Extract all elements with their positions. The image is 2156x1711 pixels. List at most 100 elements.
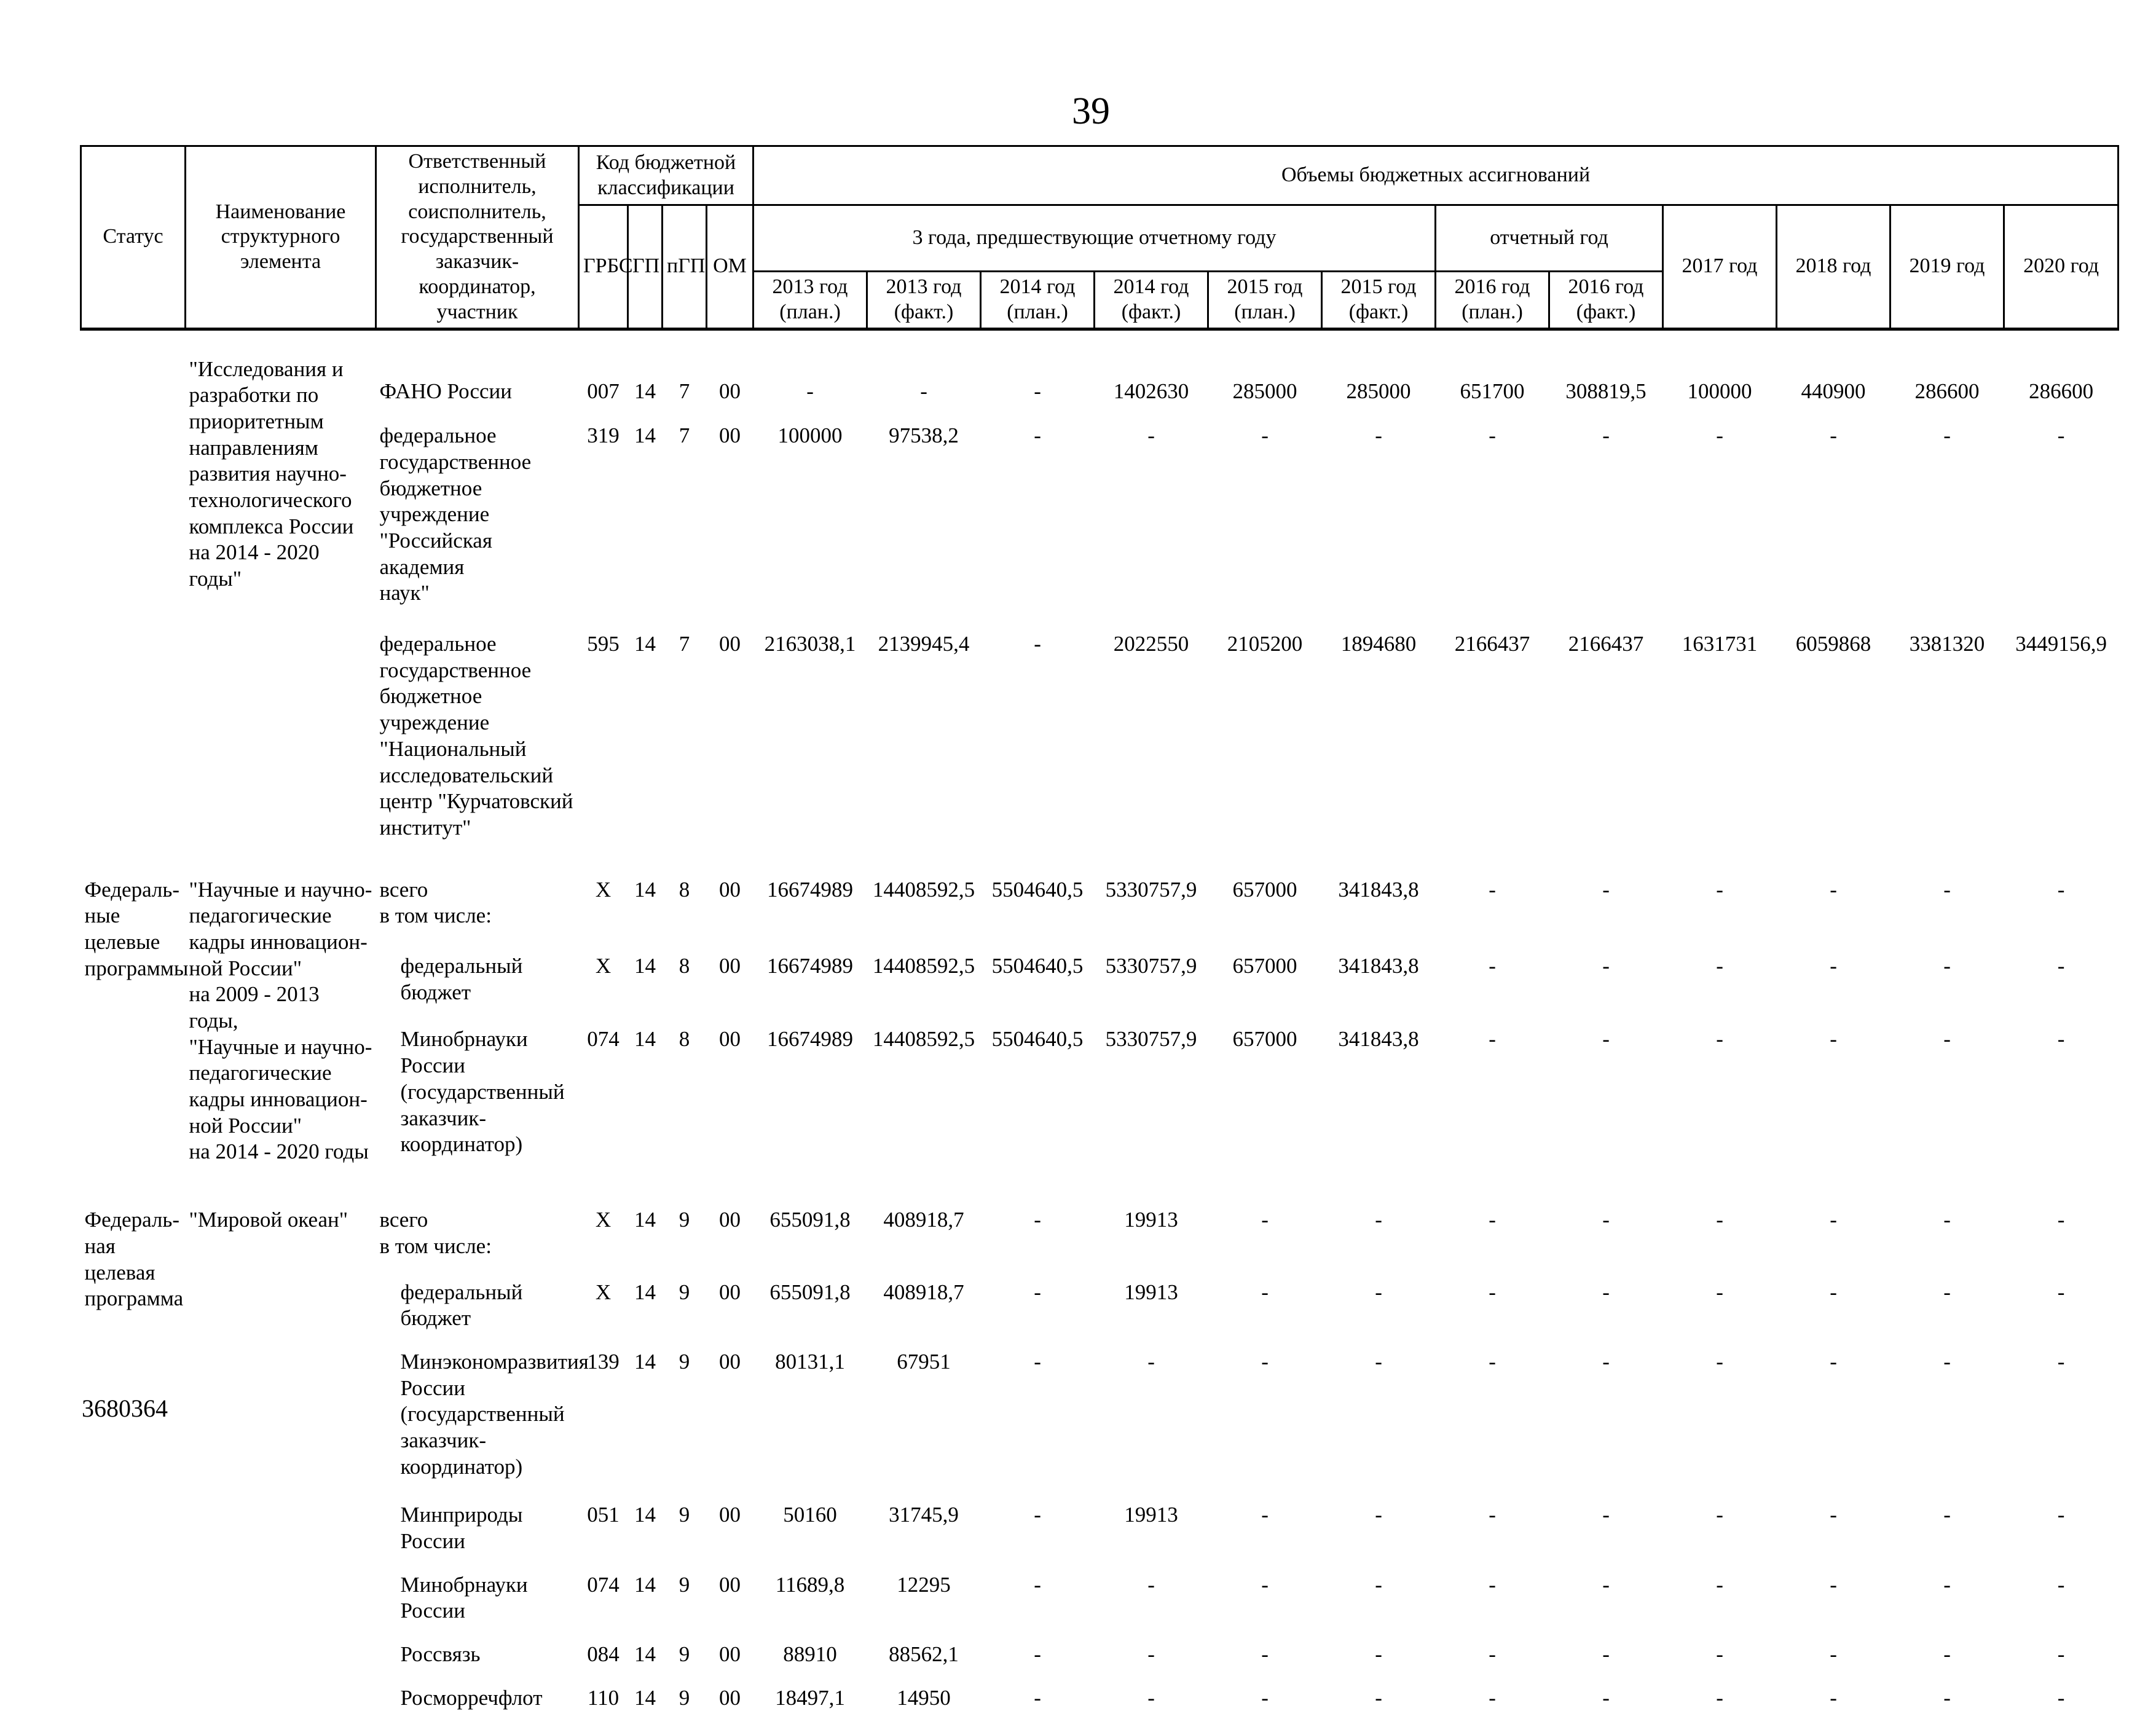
code-cell-ом: 00 <box>719 1503 741 1527</box>
value-cell: - <box>1602 877 1610 902</box>
code-cell-пгп: 7 <box>679 632 690 656</box>
executor-cell: всего в том числе: <box>379 877 492 928</box>
value-cell: 6059868 <box>1795 632 1871 656</box>
value-cell: - <box>1375 1349 1382 1374</box>
value-cell: - <box>1375 1503 1382 1527</box>
value-cell: 408918,7 <box>883 1208 964 1232</box>
value-cell: - <box>1716 1503 1723 1527</box>
code-cell-пгп: 9 <box>679 1349 690 1374</box>
value-cell: - <box>1602 1280 1610 1304</box>
code-cell-ом: 00 <box>719 954 741 978</box>
header-year-2016-fact: 2016 год (факт.) <box>1548 270 1664 330</box>
value-cell: - <box>1261 1349 1269 1374</box>
value-cell: - <box>1716 954 1723 978</box>
value-cell: - <box>1489 1572 1496 1597</box>
table-row: Федераль- ная целевая программа "Мировой … <box>81 1165 2119 1310</box>
table-row: "Исследования и разработки по приоритетн… <box>81 327 2119 841</box>
table-row: Росморречфлот 110 14 9 00 18497,1 14950 - - - - - - -… <box>81 1668 2119 1711</box>
value-cell: 97538,2 <box>889 423 959 448</box>
value-cell: 408918,7 <box>883 1280 964 1304</box>
executor-cell: федеральное государственное бюджетное уч… <box>379 423 532 605</box>
header-budget-code: Код бюджетной классификации <box>577 145 755 206</box>
table-row: федеральный бюджет X 14 8 00 16674989 14408592… <box>81 934 2119 1009</box>
header-year-2013-plan: 2013 год (план.) <box>752 270 868 330</box>
value-cell: 16674989 <box>767 877 854 902</box>
value-cell: - <box>1147 1349 1155 1374</box>
code-cell-пгп: 9 <box>679 1685 690 1710</box>
value-cell: - <box>2057 1685 2065 1710</box>
value-cell: - <box>1943 423 1951 448</box>
value-cell: - <box>1034 1349 1041 1374</box>
executor-cell: федеральный бюджет <box>400 1280 523 1331</box>
value-cell: 19913 <box>1124 1208 1178 1232</box>
value-cell: - <box>1489 423 1496 448</box>
value-cell: 50160 <box>783 1503 837 1527</box>
value-cell: - <box>1034 1685 1041 1710</box>
header-om: ОМ <box>705 204 755 330</box>
code-cell-гп: 14 <box>634 1208 656 1232</box>
header-pgp: пГП <box>661 204 707 330</box>
value-cell: - <box>1602 1642 1610 1667</box>
budget-table: Статус Наименование структурного элемент… <box>80 145 2120 1711</box>
value-cell: - <box>1943 1280 1951 1304</box>
table-header: Статус Наименование структурного элемент… <box>80 145 2120 330</box>
table-row: Минприроды России 051 14 9 00 50160 31745,9 - 19… <box>81 1480 2119 1554</box>
value-cell: 286600 <box>1890 327 2004 405</box>
value-cell: - <box>1602 1349 1610 1374</box>
value-cell: - <box>1261 1642 1269 1667</box>
value-cell: - <box>980 327 1095 405</box>
value-cell: 655091,8 <box>769 1280 851 1304</box>
value-cell: 3381320 <box>1909 632 1985 656</box>
table-row: Россвязь 084 14 9 00 88910 88562,1 - - - - - - - - - - <box>81 1624 2119 1668</box>
value-cell: - <box>1261 1572 1269 1597</box>
value-cell: - <box>1375 1208 1382 1232</box>
value-cell: 657000 <box>1232 877 1297 902</box>
code-cell-ом: 00 <box>719 1027 741 1052</box>
code-cell-гп: 14 <box>634 632 656 656</box>
header-grbs: ГРБС <box>578 204 633 330</box>
value-cell: 14408592,5 <box>872 877 975 902</box>
table-row: федеральный бюджет X 14 9 00 655091,8 408918,7… <box>81 1260 2119 1332</box>
value-cell: - <box>1602 1208 1610 1232</box>
value-cell: - <box>1602 1572 1610 1597</box>
value-cell: 11689,8 <box>775 1572 845 1597</box>
value-cell: - <box>1943 1349 1951 1374</box>
code-cell-грбс: X <box>595 954 612 978</box>
header-year-2014-plan: 2014 год (план.) <box>980 270 1096 330</box>
value-cell: 18497,1 <box>775 1685 845 1710</box>
value-cell: - <box>1489 954 1496 978</box>
code-cell-ом: 00 <box>719 423 741 448</box>
table-row: федеральное государственное бюджетное уч… <box>81 607 2119 841</box>
value-cell: - <box>1943 877 1951 902</box>
executor-cell: Россвязь <box>400 1642 481 1667</box>
code-cell-ом: 00 <box>719 1642 741 1667</box>
value-cell: - <box>2057 1280 2065 1304</box>
table-body: "Исследования и разработки по приоритетн… <box>81 327 2119 1711</box>
value-cell: 5330757,9 <box>1105 877 1197 902</box>
code-cell-ом: 00 <box>719 1208 741 1232</box>
code-cell-грбс: 319 <box>587 423 620 448</box>
value-cell: - <box>1375 1280 1382 1304</box>
value-cell: - <box>1489 1027 1496 1052</box>
value-cell: 341843,8 <box>1338 954 1419 978</box>
value-cell: - <box>1034 423 1041 448</box>
executor-cell: Росморречфлот <box>400 1685 543 1710</box>
value-cell: 100000 <box>777 423 843 448</box>
value-cell: - <box>1489 1503 1496 1527</box>
header-status: Статус <box>80 145 186 330</box>
value-cell: 2022550 <box>1113 632 1189 656</box>
value-cell: 5504640,5 <box>991 954 1084 978</box>
executor-cell: всего в том числе: <box>379 1208 492 1258</box>
value-cell: - <box>1147 1572 1155 1597</box>
value-cell: - <box>1943 1642 1951 1667</box>
value-cell: - <box>2057 1349 2065 1374</box>
value-cell: - <box>1602 1027 1610 1052</box>
value-cell: - <box>1830 1572 1837 1597</box>
value-cell: - <box>1489 1280 1496 1304</box>
code-cell-ом: 00 <box>719 632 741 656</box>
code-cell-грбс: X <box>595 1280 612 1304</box>
value-cell: - <box>2057 1572 2065 1597</box>
code-cell-пгп: 9 <box>679 1208 690 1232</box>
value-cell: 19913 <box>1124 1280 1178 1304</box>
value-cell: - <box>1716 423 1723 448</box>
